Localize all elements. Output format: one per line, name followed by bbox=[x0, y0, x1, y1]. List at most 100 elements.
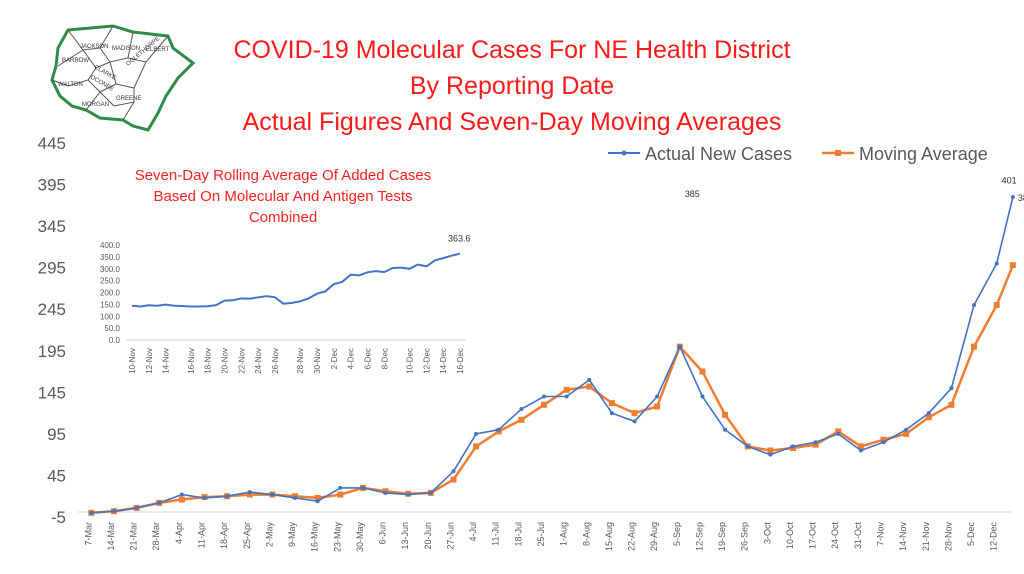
x-tick-label: 15-Aug bbox=[604, 522, 614, 551]
x-tick-label: 14-Mar bbox=[106, 522, 116, 551]
moving-average-point bbox=[948, 401, 955, 408]
x-tick-label: 8-Aug bbox=[581, 522, 591, 546]
moving-average-point bbox=[993, 302, 1000, 309]
moving-average-point bbox=[767, 447, 774, 454]
x-tick-label: 5-Dec bbox=[966, 522, 976, 547]
series-line-actual-new-cases bbox=[91, 196, 1014, 514]
legend-label-moving: Moving Average bbox=[859, 144, 988, 164]
inset-y-tick-label: 200.0 bbox=[100, 289, 121, 298]
chart-title-line-3: Actual Figures And Seven-Day Moving Aver… bbox=[242, 108, 782, 136]
actual-cases-point bbox=[904, 427, 909, 432]
x-tick-label: 23-May bbox=[332, 522, 342, 553]
moving-average-point bbox=[608, 400, 615, 407]
actual-cases-point bbox=[813, 440, 818, 445]
actual-cases-point bbox=[406, 492, 411, 497]
moving-average-point bbox=[903, 430, 910, 437]
actual-cases-point bbox=[451, 469, 456, 474]
inset-x-tick-label: 24-Nov bbox=[254, 348, 263, 374]
actual-cases-point bbox=[609, 411, 614, 416]
inset-x-tick-label: 10-Dec bbox=[406, 348, 415, 374]
moving-average-point bbox=[518, 416, 525, 423]
moving-average-point bbox=[654, 403, 661, 410]
moving-average-point bbox=[857, 443, 864, 450]
inset-x-tick-label: 30-Nov bbox=[313, 348, 322, 374]
actual-cases-point bbox=[270, 492, 275, 497]
y-tick-label: 95 bbox=[47, 425, 66, 444]
actual-cases-point bbox=[949, 386, 954, 391]
x-tick-label: 28-Mar bbox=[151, 522, 161, 551]
map-county-label: BARROW bbox=[62, 58, 89, 64]
district-map-logo: JACKSON MADISON ELBERT BARROW CLARKE OCO… bbox=[50, 24, 196, 132]
actual-cases-point bbox=[542, 394, 546, 399]
map-county-label: MORGAN bbox=[82, 102, 109, 108]
moving-average-point bbox=[971, 343, 978, 350]
moving-average-point bbox=[563, 386, 570, 393]
actual-cases-point bbox=[134, 505, 139, 510]
x-tick-label: 21-Mar bbox=[129, 522, 139, 551]
data-label: 401 bbox=[1002, 176, 1017, 186]
x-tick-label: 18-Apr bbox=[219, 522, 229, 549]
actual-cases-point bbox=[836, 431, 841, 436]
actual-cases-point bbox=[587, 377, 592, 382]
actual-cases-point bbox=[677, 344, 682, 349]
x-tick-label: 14-Nov bbox=[898, 522, 908, 552]
actual-cases-point bbox=[383, 490, 388, 495]
inset-x-tick-label: 10-Nov bbox=[128, 348, 137, 374]
inset-x-tick-label: 14-Nov bbox=[162, 348, 171, 374]
moving-average-point bbox=[337, 491, 344, 498]
inset-y-tick-label: 50.0 bbox=[104, 324, 120, 333]
inset-x-tick-label: 16-Nov bbox=[187, 348, 196, 374]
map-county-label: WALTON bbox=[58, 82, 83, 88]
moving-average-point bbox=[586, 383, 593, 390]
actual-cases-point bbox=[790, 444, 795, 449]
x-tick-label: 27-Jun bbox=[445, 522, 455, 550]
data-label: 380 bbox=[1018, 193, 1024, 203]
x-tick-label: 17-Oct bbox=[808, 522, 818, 550]
x-tick-label: 9-May bbox=[287, 522, 297, 548]
y-tick-label: 195 bbox=[38, 342, 66, 361]
actual-cases-point bbox=[179, 492, 184, 497]
inset-x-tick-label: 14-Dec bbox=[439, 348, 448, 374]
x-tick-label: 22-Aug bbox=[627, 522, 637, 551]
actual-cases-point bbox=[858, 448, 863, 453]
actual-cases-point bbox=[745, 444, 750, 449]
x-tick-label: 13-Jun bbox=[400, 522, 410, 550]
actual-cases-point bbox=[723, 427, 728, 432]
inset-chart-title: Seven-Day Rolling Average Of Added Cases… bbox=[134, 167, 432, 226]
actual-cases-point bbox=[338, 485, 343, 490]
moving-average-point bbox=[473, 443, 480, 450]
actual-cases-point bbox=[655, 394, 660, 399]
x-tick-label: 31-Oct bbox=[853, 522, 863, 550]
actual-cases-point bbox=[315, 499, 320, 504]
moving-average-point bbox=[925, 414, 932, 421]
x-tick-label: 18-Jul bbox=[513, 522, 523, 547]
county-boundaries bbox=[51, 25, 169, 121]
x-tick-label: 21-Nov bbox=[921, 522, 931, 552]
legend-marker-moving bbox=[835, 150, 841, 156]
x-tick-label: 16-May bbox=[310, 522, 320, 553]
moving-average-point bbox=[699, 368, 706, 375]
moving-average-point bbox=[722, 411, 729, 418]
x-tick-label: 4-Apr bbox=[174, 522, 184, 544]
map-county-label: JACKSON bbox=[80, 44, 108, 50]
y-tick-label: 295 bbox=[38, 259, 66, 278]
inset-y-tick-label: 300.0 bbox=[100, 265, 121, 274]
x-tick-label: 5-Sep bbox=[672, 522, 682, 546]
x-tick-label: 4-Jul bbox=[468, 522, 478, 542]
chart-title-line-1: COVID-19 Molecular Cases For NE Health D… bbox=[233, 36, 791, 64]
inset-x-tick-label: 2-Dec bbox=[330, 348, 339, 369]
inset-x-tick-label: 12-Nov bbox=[145, 348, 154, 374]
inset-x-tick-label: 16-Dec bbox=[456, 348, 465, 374]
actual-cases-point bbox=[926, 411, 931, 416]
inset-y-tick-label: 100.0 bbox=[100, 312, 121, 321]
moving-average-point bbox=[812, 441, 819, 448]
x-tick-label: 3-Oct bbox=[762, 522, 772, 545]
actual-cases-point bbox=[89, 510, 94, 515]
inset-series-line bbox=[131, 252, 461, 308]
inset-y-tick-label: 0.0 bbox=[109, 336, 121, 345]
actual-cases-point bbox=[700, 394, 705, 399]
x-tick-label: 11-Jul bbox=[491, 522, 501, 546]
moving-average-point bbox=[541, 401, 547, 408]
x-tick-label: 29-Aug bbox=[649, 522, 659, 551]
